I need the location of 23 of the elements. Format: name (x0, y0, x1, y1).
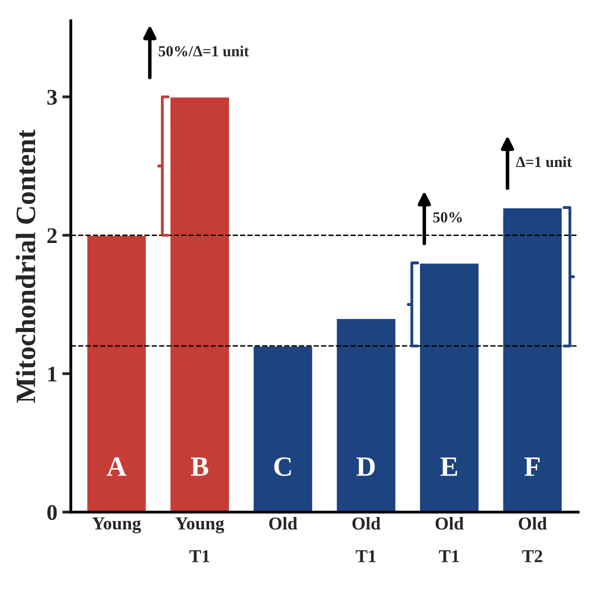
annotation: B (190, 458, 208, 476)
bar (252, 345, 314, 512)
x-tick-label: Young T1 (175, 518, 224, 562)
annotation: 50% (433, 212, 462, 223)
bar (335, 318, 397, 512)
y-axis-title: Mitochondrial Content (16, 130, 36, 403)
annotation: E (440, 458, 458, 476)
x-tick-label: Young (92, 518, 141, 534)
y-tick-label: 2 (47, 228, 57, 243)
y-tick-label: 0 (47, 505, 57, 520)
x-tick-label: Old T1 (352, 516, 380, 562)
y-tick-label: 3 (47, 90, 57, 105)
y-tick-label: 1 (48, 366, 56, 382)
annotation: D (356, 458, 375, 476)
x-tick-label: Old (269, 516, 298, 530)
annotation: C (274, 457, 291, 476)
annotation: 50%/Δ=1 unit (158, 46, 249, 56)
annotation: F (524, 458, 540, 476)
annotation: Δ=1 unit (516, 156, 572, 168)
bar (86, 234, 148, 512)
x-tick-label: Old T1 (436, 516, 464, 562)
annotation: A (106, 457, 126, 476)
x-tick-label: Old T2 (518, 516, 547, 562)
